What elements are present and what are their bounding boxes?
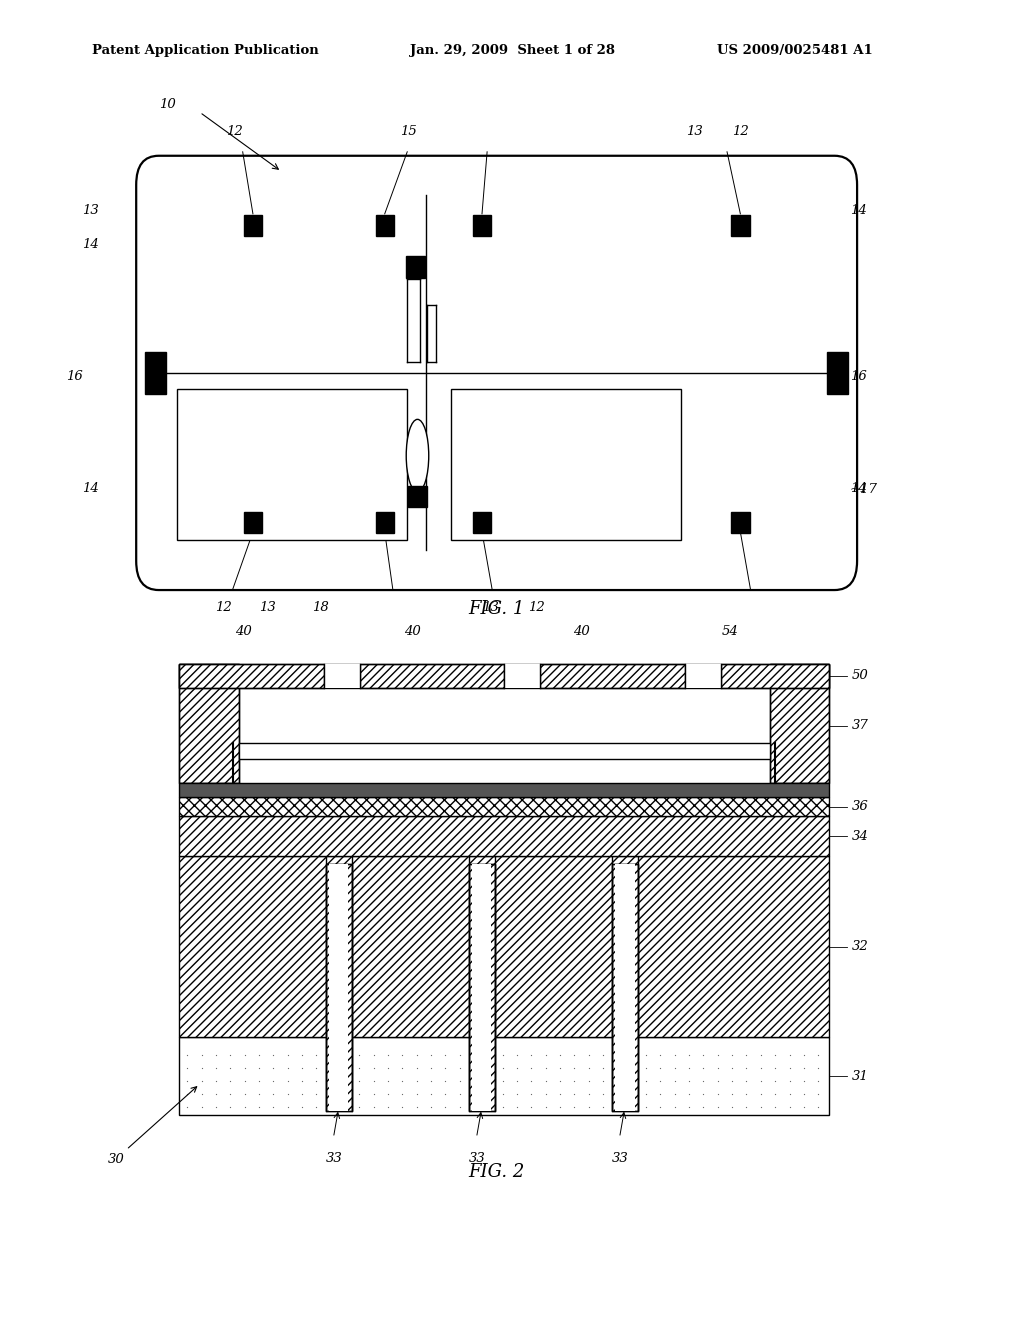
Bar — [376, 215, 394, 236]
Text: 16: 16 — [67, 370, 83, 383]
Bar — [179, 664, 239, 783]
Bar — [376, 512, 394, 533]
Bar — [244, 215, 262, 236]
Text: ~58~: ~58~ — [440, 746, 479, 759]
Bar — [324, 664, 359, 688]
Bar — [473, 512, 492, 533]
Bar — [721, 664, 829, 688]
Text: FIG. 2: FIG. 2 — [468, 1163, 525, 1181]
Text: 15: 15 — [400, 124, 417, 137]
Text: 13: 13 — [686, 124, 702, 137]
Text: Jan. 29, 2009  Sheet 1 of 28: Jan. 29, 2009 Sheet 1 of 28 — [410, 44, 614, 57]
Bar — [409, 486, 427, 507]
Bar — [145, 352, 166, 395]
Bar — [611, 865, 638, 1111]
Bar — [179, 816, 829, 857]
Text: 13: 13 — [259, 601, 275, 614]
Bar — [541, 664, 685, 688]
Text: 12: 12 — [215, 601, 231, 614]
Text: Patent Application Publication: Patent Application Publication — [92, 44, 318, 57]
Bar — [179, 664, 239, 783]
Text: 10: 10 — [159, 98, 175, 111]
Bar — [469, 865, 495, 1111]
Text: US 2009/0025481 A1: US 2009/0025481 A1 — [717, 44, 872, 57]
Text: 33: 33 — [469, 1151, 486, 1164]
Bar — [770, 664, 829, 783]
Bar — [473, 215, 492, 236]
Bar — [329, 865, 348, 1111]
Bar — [685, 664, 721, 688]
Text: ~17: ~17 — [850, 483, 878, 496]
Bar — [827, 352, 848, 395]
Text: 33: 33 — [327, 1151, 343, 1164]
Bar — [611, 865, 638, 1111]
Text: 33: 33 — [612, 1151, 629, 1164]
Text: 16: 16 — [850, 370, 866, 383]
Bar — [179, 664, 829, 688]
Ellipse shape — [407, 420, 429, 492]
Bar — [244, 512, 262, 533]
Bar — [179, 857, 829, 1038]
Bar — [731, 215, 750, 236]
Text: 30: 30 — [108, 1086, 197, 1166]
Bar — [359, 664, 505, 688]
Bar — [326, 865, 351, 1111]
Text: 40: 40 — [404, 624, 421, 638]
Text: 13: 13 — [482, 601, 499, 614]
Text: 13: 13 — [82, 203, 98, 216]
Text: 12: 12 — [528, 601, 545, 614]
Text: 32: 32 — [852, 940, 868, 953]
Text: 14: 14 — [82, 238, 98, 251]
Text: FIG. 1: FIG. 1 — [468, 599, 525, 618]
Bar — [614, 865, 635, 1111]
Text: 34: 34 — [852, 830, 868, 842]
Bar — [731, 512, 750, 533]
Text: 14: 14 — [82, 482, 98, 495]
Bar — [239, 743, 770, 759]
Text: 12: 12 — [226, 124, 243, 137]
Text: 37: 37 — [852, 719, 868, 733]
Text: 36: 36 — [852, 800, 868, 813]
Bar — [326, 865, 351, 1111]
Text: 31: 31 — [852, 1069, 868, 1082]
Text: 14: 14 — [850, 482, 866, 495]
Text: 40: 40 — [573, 624, 590, 638]
Bar — [472, 865, 492, 1111]
FancyBboxPatch shape — [177, 389, 407, 540]
Bar — [179, 1038, 829, 1115]
Text: 54: 54 — [722, 624, 738, 638]
FancyBboxPatch shape — [136, 156, 857, 590]
Bar — [505, 664, 541, 688]
Text: 14: 14 — [850, 203, 866, 216]
Text: 12: 12 — [732, 124, 749, 137]
Text: 40: 40 — [236, 624, 252, 638]
Bar — [179, 797, 829, 816]
Bar — [179, 783, 829, 797]
Text: 50: 50 — [852, 669, 868, 682]
Bar — [469, 865, 495, 1111]
Bar — [770, 664, 829, 783]
FancyBboxPatch shape — [452, 389, 681, 540]
Text: 18: 18 — [312, 601, 329, 614]
Bar — [179, 664, 324, 688]
Bar — [407, 256, 425, 277]
